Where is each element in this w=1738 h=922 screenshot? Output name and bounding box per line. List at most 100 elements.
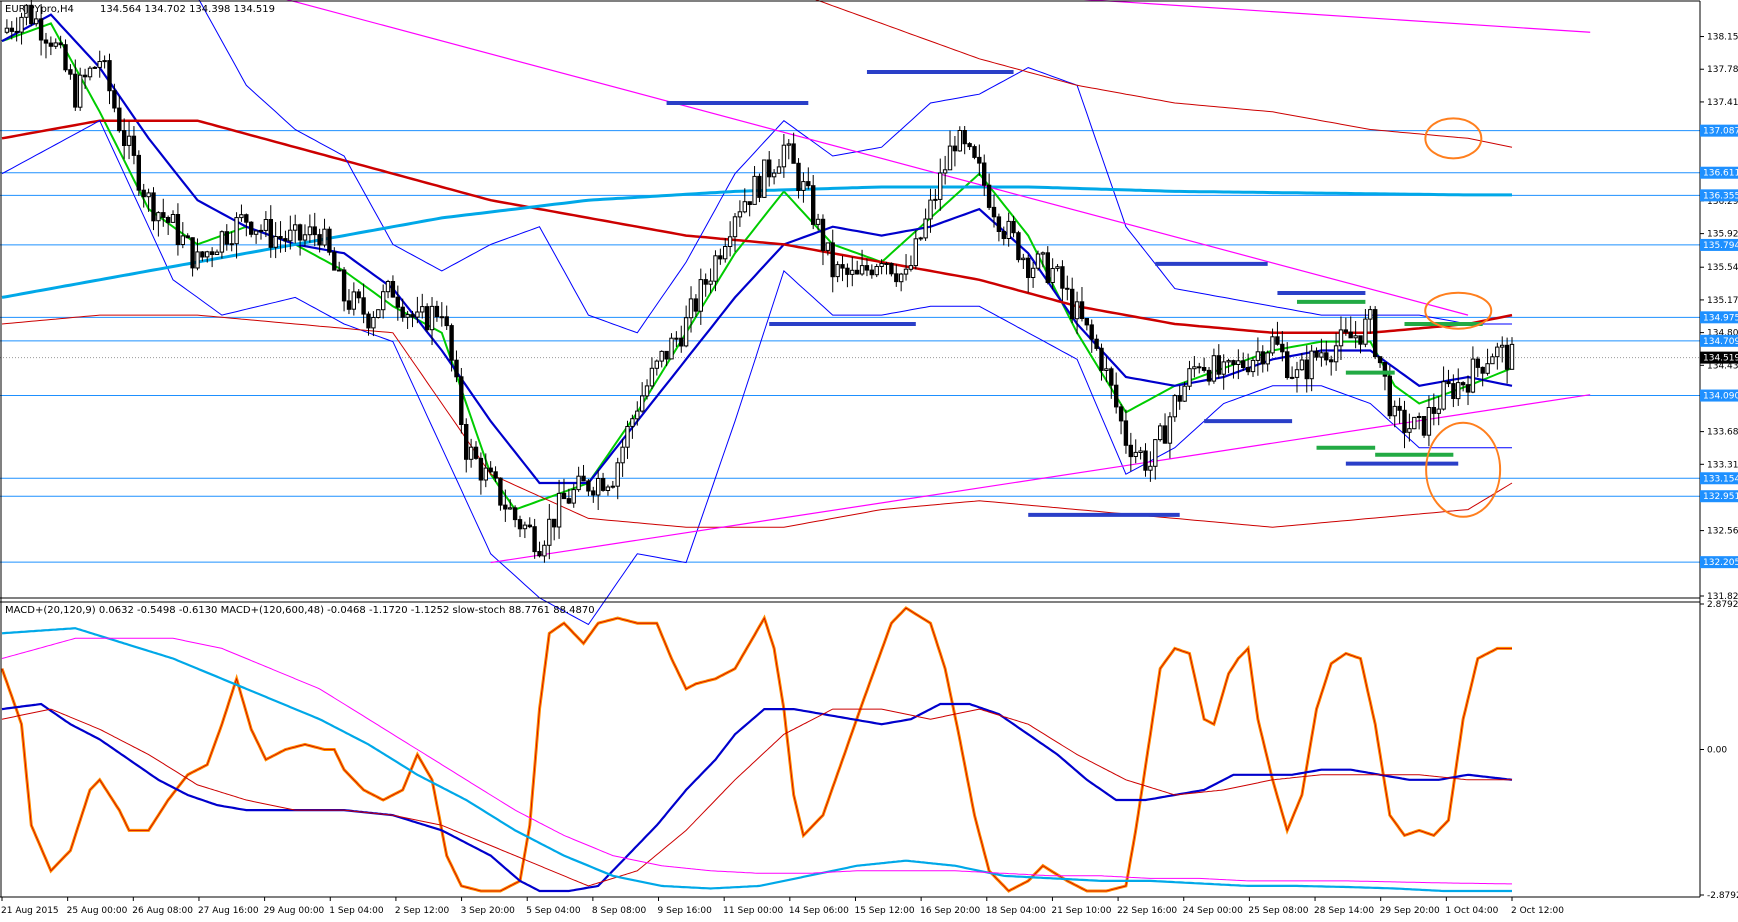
y-tick-label: 137.782	[1707, 65, 1738, 75]
price-label-text: 134.975	[1703, 313, 1738, 323]
trendline-upper_trend_1	[286, 0, 1469, 316]
candle-bear	[1109, 368, 1114, 386]
candle-bear	[1197, 366, 1202, 369]
y-tick-label: 133.682	[1707, 428, 1738, 438]
candle-bull	[654, 360, 659, 369]
candle-bear	[283, 238, 288, 242]
candle-bear	[278, 236, 283, 240]
candle-bull	[293, 224, 298, 231]
candle-bear	[503, 504, 508, 510]
candle-bull	[126, 135, 132, 146]
candle-bull	[723, 246, 728, 260]
candle-bull	[1353, 335, 1358, 339]
candle-bear	[478, 457, 484, 481]
candle-bear	[561, 492, 567, 500]
x-tick-label: 27 Aug 16:00	[198, 906, 259, 916]
candle-bull	[615, 462, 620, 487]
candle-bear	[1065, 287, 1070, 290]
candle-bear	[1304, 359, 1309, 380]
candle-bear	[317, 234, 322, 246]
x-tick-label: 15 Sep 12:00	[854, 906, 914, 916]
highlight-circle	[1425, 421, 1502, 518]
candle-bull	[737, 211, 743, 218]
candle-bull	[713, 255, 718, 282]
candle-bear	[9, 27, 15, 32]
candle-bear	[664, 350, 669, 360]
candle-bull	[1055, 266, 1060, 269]
candle-bear	[600, 478, 606, 491]
candle-bear	[268, 219, 274, 248]
candle-bull	[92, 66, 97, 69]
candle-bear	[361, 297, 366, 315]
candle-bear	[395, 296, 401, 308]
candle-bear	[82, 74, 88, 78]
candle-bull	[605, 486, 611, 491]
candle-bear	[493, 471, 498, 479]
candle-bear	[537, 551, 542, 557]
candle-bull	[146, 192, 151, 198]
candle-bear	[986, 184, 992, 208]
candle-bull	[640, 395, 645, 412]
candle-bull	[34, 18, 39, 25]
x-tick-label: 25 Aug 00:00	[67, 906, 128, 916]
candle-bear	[454, 359, 459, 378]
candle-bear	[117, 107, 122, 132]
candle-bear	[1162, 425, 1168, 444]
candle-bear	[1241, 360, 1246, 368]
candle-bear	[1245, 367, 1251, 373]
indicator-label: MACD+(20,120,9) 0.0632 -0.5498 -0.6130 M…	[5, 605, 595, 616]
candle-bear	[136, 154, 142, 191]
candle-bull	[884, 263, 889, 265]
candle-bear	[1285, 351, 1290, 378]
candle-bear	[889, 263, 894, 275]
x-tick-label: 2 Sep 12:00	[395, 906, 450, 916]
candle-bear	[1275, 336, 1280, 345]
candle-bull	[547, 518, 552, 546]
candle-bull	[1226, 360, 1231, 363]
sub-y-tick-label: 0.00	[1707, 746, 1727, 756]
candle-bull	[620, 446, 625, 464]
candle-bear	[1446, 381, 1451, 385]
candle-bear	[718, 255, 723, 260]
candle-bear	[122, 130, 127, 147]
series-bb_upper	[198, 0, 1512, 334]
y-tick-label: 136.292	[1707, 197, 1738, 207]
candle-bear	[488, 467, 493, 473]
candle-bull	[263, 219, 269, 231]
x-tick-label: 24 Sep 00:00	[1183, 906, 1243, 916]
candle-bear	[1026, 257, 1031, 279]
candle-bear	[952, 145, 958, 152]
candle-bear	[512, 507, 518, 521]
candle-bull	[752, 175, 757, 205]
y-tick-label: 137.412	[1707, 98, 1738, 108]
candle-bull	[815, 218, 821, 225]
price-label-text: 134.090	[1703, 392, 1738, 402]
price-label-box	[1700, 490, 1738, 503]
candle-bear	[1397, 405, 1402, 411]
candle-bear	[1177, 395, 1182, 402]
candle-bull	[1040, 252, 1046, 255]
price-label-box	[1700, 334, 1738, 347]
price-label-box	[1700, 472, 1738, 485]
y-tick-label: 134.802	[1707, 329, 1738, 339]
candle-bear	[73, 73, 78, 108]
candle-bull	[1158, 425, 1163, 441]
candle-bull	[1299, 359, 1305, 371]
candle-bear	[830, 242, 835, 278]
candle-bear	[200, 251, 205, 258]
series-ma_long	[1, 185, 1512, 299]
series-ma_mid	[1, 13, 1513, 485]
candle-bear	[297, 224, 303, 241]
candle-bear	[527, 524, 532, 528]
candle-bull	[229, 243, 234, 246]
candle-bear	[48, 42, 54, 47]
candle-bull	[273, 236, 278, 248]
candle-bear	[1011, 220, 1016, 234]
candle-bear	[439, 316, 445, 319]
candle-bull	[571, 489, 576, 504]
candle-bull	[180, 235, 186, 245]
candle-bull	[786, 143, 791, 146]
candle-bear	[63, 44, 68, 71]
